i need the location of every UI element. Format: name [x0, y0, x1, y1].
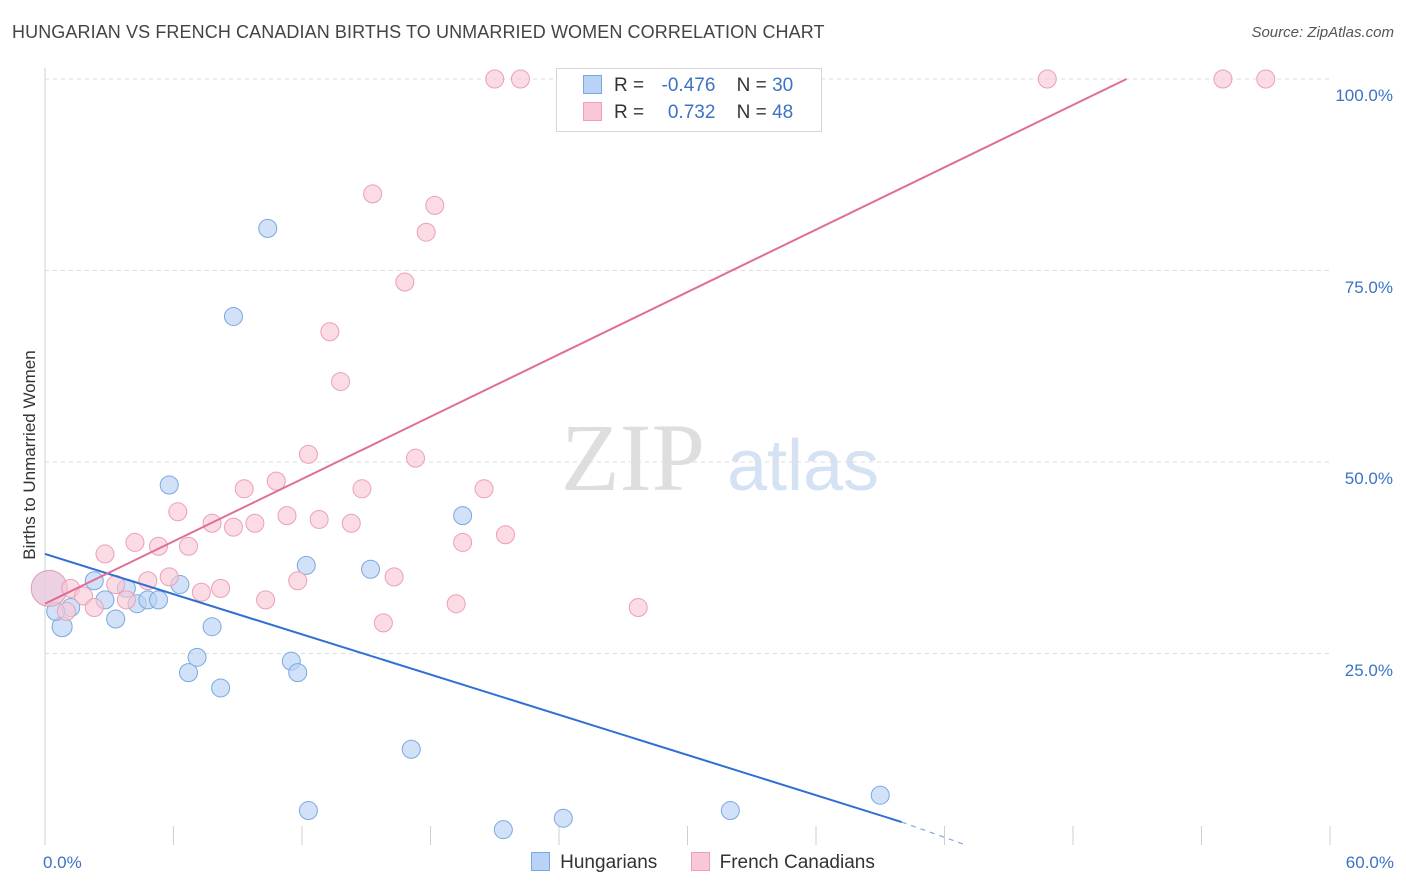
french-canadians-point	[84, 598, 104, 618]
hungarians-point	[401, 739, 421, 759]
legend-row-french-canadians: R = 0.732 N = 48	[583, 102, 793, 128]
french-canadians-point	[331, 372, 351, 392]
french-canadians-point	[234, 479, 254, 499]
legend-r-label: R =	[614, 102, 645, 123]
legend-n-value: 48	[772, 102, 794, 123]
y-tick-label: 100.0%	[1335, 86, 1393, 105]
hungarians-point	[296, 555, 316, 575]
hungarians-point	[106, 609, 126, 629]
french-canadians-point	[406, 448, 426, 468]
y-axis-label: Births to Unmarried Women	[20, 350, 39, 560]
hungarians-point	[223, 306, 243, 326]
french-canadians-point	[1213, 69, 1233, 89]
french-canadians-point	[485, 69, 505, 89]
hungarians-trend-extension	[901, 821, 967, 846]
hungarians-point	[361, 559, 381, 579]
grid	[45, 78, 1330, 654]
french-canadians-point	[474, 479, 494, 499]
french-canadians-point	[373, 613, 393, 633]
french-canadians-point	[211, 578, 231, 598]
x-tick-min: 0.0%	[43, 853, 82, 872]
y-tick-label: 50.0%	[1344, 469, 1393, 488]
french-canadians-trend-line	[44, 78, 1127, 605]
x-tick-max: 60.0%	[1345, 853, 1394, 872]
french-canadians-point	[95, 544, 115, 564]
chart-title: HUNGARIAN VS FRENCH CANADIAN BIRTHS TO U…	[12, 22, 825, 42]
french-canadians-point	[159, 567, 179, 587]
french-canadians-point	[125, 532, 145, 552]
data-points	[30, 69, 1276, 840]
french-canadians-point	[288, 571, 308, 591]
french-canadians-swatch	[583, 102, 602, 121]
french-canadians-point	[223, 517, 243, 537]
hungarians-point	[159, 475, 179, 495]
watermark: ZIP atlas	[561, 404, 879, 511]
hungarians-trend-line	[44, 552, 902, 823]
french-canadians-point	[266, 471, 286, 491]
french-canadians-point	[56, 601, 76, 621]
french-canadians-point	[416, 222, 436, 242]
axes	[44, 68, 1331, 845]
french-canadians-point	[446, 594, 466, 614]
french-canadians-point	[1256, 69, 1276, 89]
french-canadians-point	[352, 479, 372, 499]
hungarians-point	[298, 801, 318, 821]
french-canadians-point	[168, 502, 188, 522]
trend-lines	[44, 78, 1127, 846]
french-canadians-swatch	[690, 852, 710, 871]
legend-n-value: 30	[772, 75, 794, 96]
french-canadians-point	[298, 444, 318, 464]
french-canadians-point	[363, 184, 383, 204]
y-tick-label: 75.0%	[1344, 277, 1393, 297]
french-canadians-point	[178, 536, 198, 556]
watermark-zip: ZIP	[561, 404, 705, 511]
french-canadians-point	[277, 506, 297, 526]
french-canadians-point	[341, 513, 361, 533]
legend-row-hungarians: R = -0.476 N = 30	[583, 75, 793, 101]
french-canadians-point	[256, 590, 276, 610]
hungarians-point	[870, 785, 890, 805]
hungarians-point	[187, 647, 207, 667]
y-tick-label: 25.0%	[1344, 660, 1393, 680]
hungarians-point	[720, 801, 740, 821]
french-canadians-point	[453, 532, 473, 552]
hungarians-point	[178, 663, 198, 683]
hungarians-swatch	[531, 852, 551, 871]
legend-item-hungarians[interactable]: Hungarians	[531, 852, 657, 874]
hungarians-point	[211, 678, 231, 698]
french-canadians-point	[395, 272, 415, 292]
french-canadians-point	[116, 590, 136, 610]
legend-r-value: 0.732	[667, 102, 716, 123]
legend-label-hungarians: Hungarians	[560, 852, 658, 873]
legend-item-french-canadians[interactable]: French Canadians	[690, 852, 875, 874]
french-canadians-point	[628, 598, 648, 618]
french-canadians-point	[245, 513, 265, 533]
french-canadians-point	[495, 525, 515, 545]
correlation-legend: R = -0.476 N = 30 R = 0.732 N = 48	[556, 68, 822, 132]
legend-n-label: N =	[736, 102, 767, 123]
legend-r-value: -0.476	[661, 75, 716, 96]
hungarians-point	[202, 617, 222, 637]
hungarians-point	[493, 820, 513, 840]
legend-n-label: N =	[736, 75, 767, 96]
french-canadians-point	[1037, 69, 1057, 89]
hungarians-swatch	[583, 75, 602, 94]
hungarians-point	[258, 218, 278, 238]
watermark-atlas: atlas	[727, 426, 879, 506]
legend-r-label: R =	[614, 75, 645, 96]
hungarians-point	[149, 590, 169, 610]
french-canadians-point	[425, 195, 445, 215]
french-canadians-point	[191, 582, 211, 602]
hungarians-point	[553, 808, 573, 828]
french-canadians-point	[309, 509, 329, 529]
french-canadians-point	[384, 567, 404, 587]
source-credit: Source: ZipAtlas.com	[1251, 24, 1394, 41]
hungarians-point	[453, 506, 473, 526]
series-legend: Hungarians French Canadians	[0, 852, 1406, 874]
french-canadians-point	[510, 69, 530, 89]
french-canadians-point	[320, 322, 340, 342]
hungarians-point	[288, 663, 308, 683]
legend-label-french-canadians: French Canadians	[719, 852, 875, 873]
